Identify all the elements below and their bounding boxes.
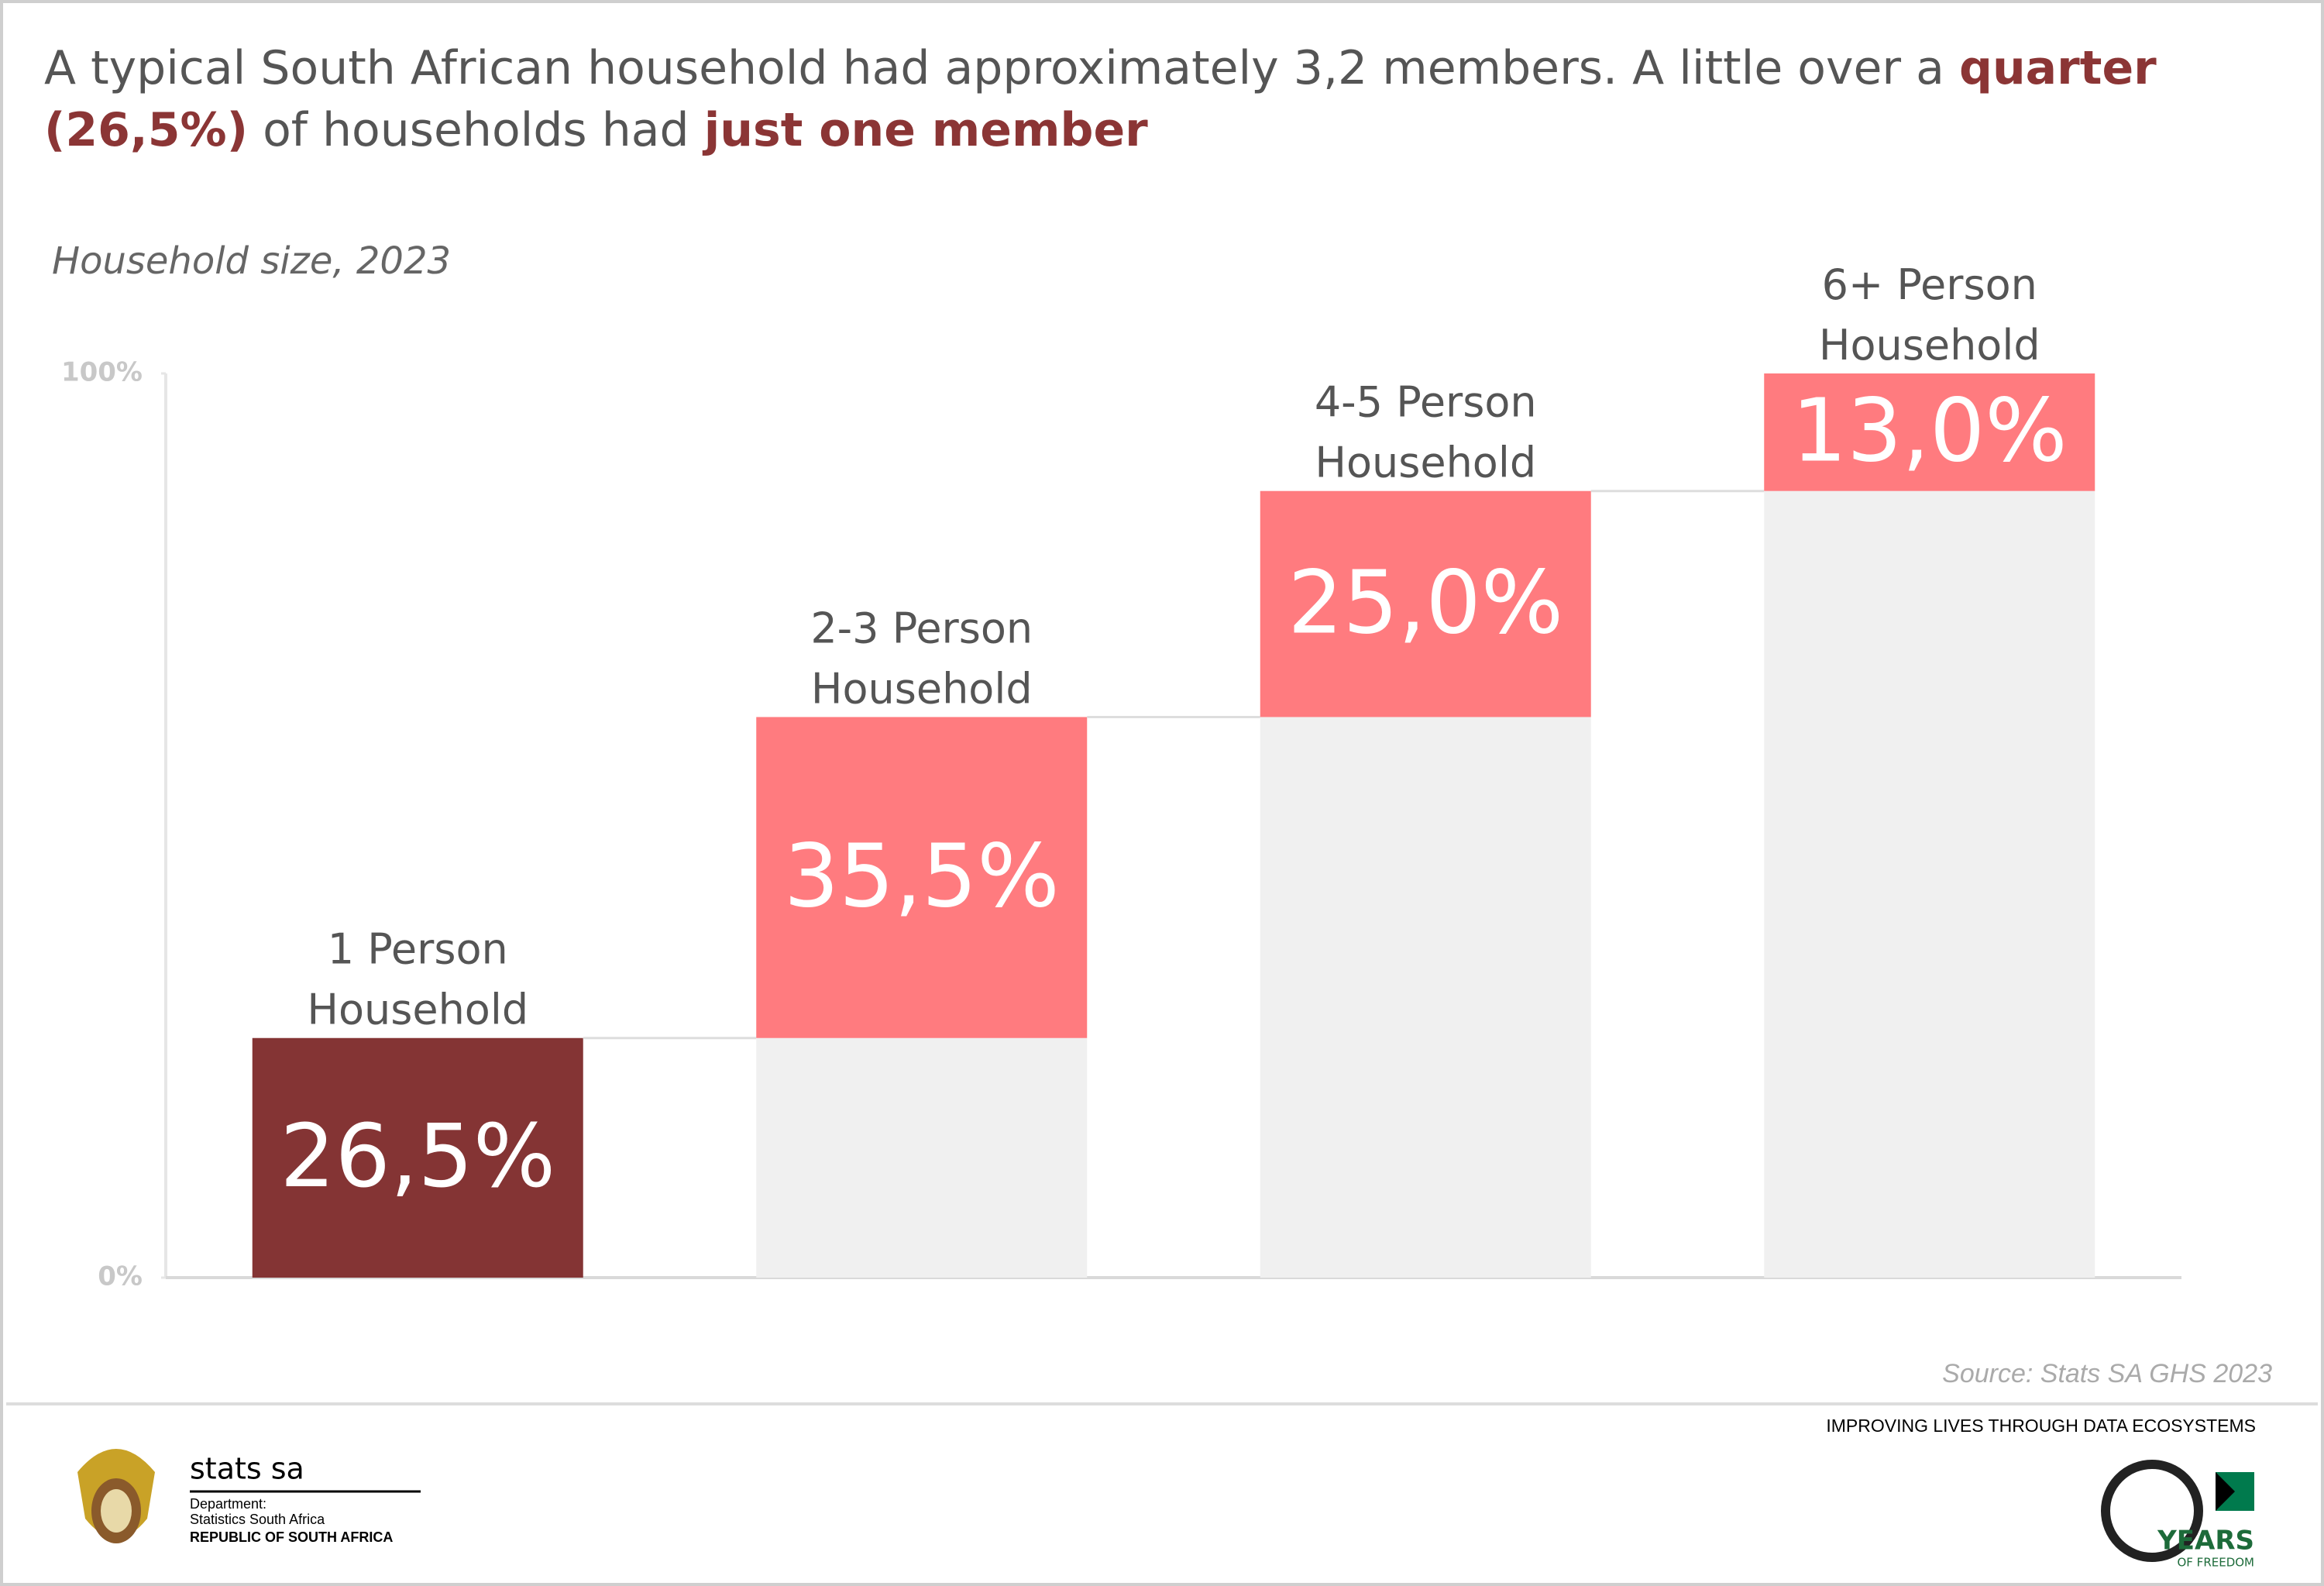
title-highlight: just one member xyxy=(703,103,1148,157)
title-highlight: quarter (26,5%) xyxy=(44,41,2157,157)
category-label: 2-3 Person Household xyxy=(810,604,1033,713)
emblem xyxy=(77,1449,155,1543)
title-part: A typical South African household had ap… xyxy=(44,41,1960,95)
category-line: Household xyxy=(1315,438,1536,487)
category-label: 4-5 Person Household xyxy=(1315,377,1537,487)
title-part: of households had xyxy=(248,103,704,157)
y-tick-label: 100% xyxy=(61,357,143,388)
category-line: Household xyxy=(811,664,1033,713)
category-line: 6+ Person xyxy=(1822,260,2037,309)
badge xyxy=(2101,1460,2254,1562)
value-label: 13,0% xyxy=(1792,381,2068,482)
bar xyxy=(1260,490,1591,717)
badge-text: OF FREEDOM xyxy=(2177,1556,2254,1570)
base-shade xyxy=(756,1037,1088,1278)
category-line: 4-5 Person xyxy=(1315,377,1537,426)
value-label: 26,5% xyxy=(280,1106,555,1207)
y-tick-label: 0% xyxy=(98,1261,143,1292)
chart-title: A typical South African household had ap… xyxy=(44,37,2291,161)
category-line: Household xyxy=(307,985,528,1034)
base-shade xyxy=(1260,717,1591,1278)
source: Source: Stats SA GHS 2023 xyxy=(1942,1359,2272,1388)
bar xyxy=(252,1037,583,1278)
slogan: IMPROVING LIVES THROUGH DATA ECOSYSTEMS xyxy=(1826,1416,2256,1436)
dept: Statistics South Africa xyxy=(190,1512,325,1527)
category-line: Household xyxy=(1819,321,2040,370)
category-line: 1 Person xyxy=(328,924,508,973)
category-line: 2-3 Person xyxy=(810,604,1033,652)
subtitle: Household size, 2023 xyxy=(52,239,451,283)
bar xyxy=(756,717,1088,1038)
category-label: 1 Person Household xyxy=(307,924,528,1034)
base-shade xyxy=(1764,490,2095,1278)
org-name: stats sa xyxy=(190,1452,304,1486)
dept: Department: xyxy=(190,1496,266,1512)
dept: REPUBLIC OF SOUTH AFRICA xyxy=(190,1529,393,1545)
bar xyxy=(1764,373,2095,491)
value-label: 35,5% xyxy=(784,826,1060,927)
badge-text: YEARS xyxy=(2157,1526,2254,1557)
category-label: 6+ Person Household xyxy=(1819,260,2040,370)
value-label: 25,0% xyxy=(1287,552,1563,653)
